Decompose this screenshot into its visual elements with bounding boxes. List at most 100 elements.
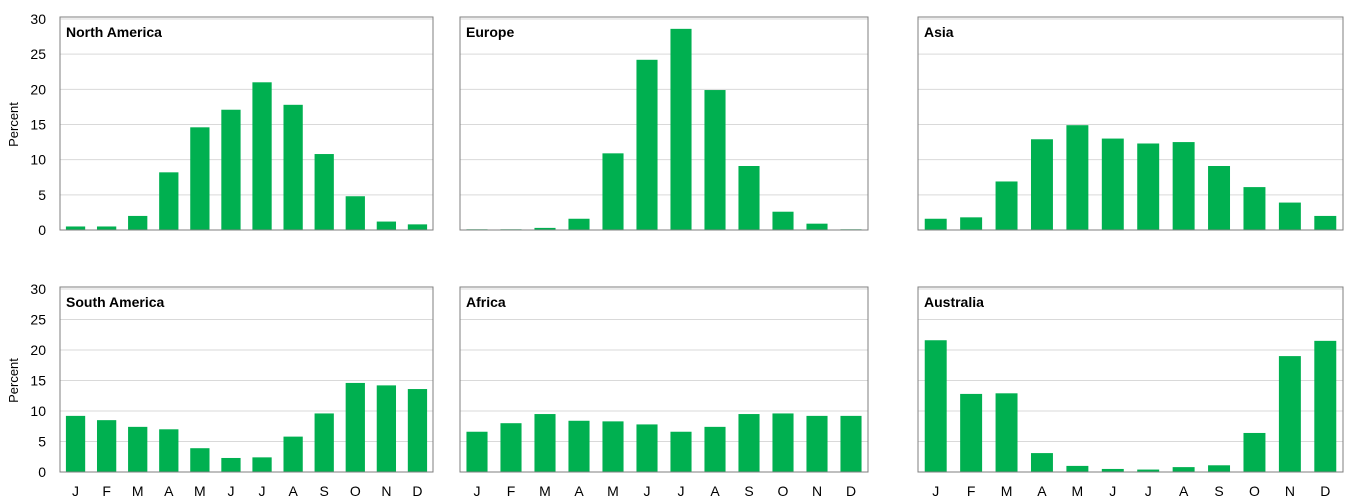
- bar: [772, 413, 794, 472]
- x-tick-label: O: [1249, 483, 1260, 499]
- bar: [221, 109, 241, 230]
- panel-frame: [459, 286, 869, 473]
- panel-asia: Asia: [917, 16, 1344, 231]
- x-tick-label: M: [1072, 483, 1084, 499]
- panel-title: Africa: [466, 294, 506, 310]
- bar: [738, 414, 760, 472]
- bar: [252, 457, 272, 472]
- x-tick-label: D: [412, 483, 422, 499]
- x-tick-label: O: [778, 483, 789, 499]
- x-tick-label: J: [678, 483, 685, 499]
- bar: [636, 59, 658, 230]
- bar: [1243, 187, 1266, 230]
- bar: [96, 420, 117, 472]
- bar: [704, 90, 726, 230]
- bar: [65, 415, 86, 472]
- x-tick-label: A: [1037, 483, 1047, 499]
- bar: [1208, 465, 1231, 472]
- x-tick-label: M: [194, 483, 206, 499]
- bar: [738, 166, 760, 230]
- panel-title: South America: [66, 294, 164, 310]
- panel-australia: Australia J F M A M J J A S O N D: [917, 286, 1344, 499]
- bar: [995, 393, 1018, 472]
- x-tick-label: A: [164, 483, 174, 499]
- bar: [924, 340, 947, 472]
- bar: [190, 448, 210, 472]
- bar: [1314, 215, 1337, 230]
- panel-north-america: North America 0 5 10 15 20 25 30 Percent: [6, 11, 434, 238]
- panel-frame: [59, 286, 434, 473]
- panel-frame: [917, 16, 1344, 231]
- x-tick-label: N: [1285, 483, 1295, 499]
- x-tick-label: J: [72, 483, 79, 499]
- x-tick-label: J: [644, 483, 651, 499]
- y-tick-label: 5: [38, 187, 46, 203]
- bar: [1278, 202, 1301, 230]
- x-tick-label: S: [744, 483, 753, 499]
- bar: [806, 415, 828, 472]
- bar: [568, 420, 590, 472]
- bar: [1066, 465, 1089, 472]
- x-tick-label: M: [132, 483, 144, 499]
- bar: [314, 413, 334, 472]
- bar: [960, 393, 983, 472]
- panel-frame: [459, 16, 869, 231]
- y-tick-label: 5: [38, 434, 46, 450]
- panel-south-america: South America 0 5 10 15 20 25 30 Percent J F M A M J J A…: [6, 281, 434, 499]
- y-tick-label: 0: [38, 464, 46, 480]
- x-tick-label: A: [1179, 483, 1189, 499]
- bar: [1137, 469, 1160, 472]
- bar: [602, 153, 624, 230]
- bar: [960, 217, 983, 230]
- x-tick-label: M: [539, 483, 551, 499]
- x-tick-label: N: [381, 483, 391, 499]
- bar: [65, 226, 86, 230]
- bar: [221, 457, 241, 472]
- bar: [96, 226, 117, 230]
- x-tick-label: A: [288, 483, 298, 499]
- bar: [772, 211, 794, 230]
- y-axis-label: Percent: [6, 102, 21, 147]
- panel-frame: [59, 16, 434, 231]
- bar: [466, 431, 488, 472]
- bar: [670, 431, 692, 472]
- bar: [407, 224, 428, 230]
- y-tick-label: 25: [30, 46, 46, 62]
- y-tick-label: 20: [30, 342, 46, 358]
- y-axis-label: Percent: [6, 358, 21, 403]
- x-tick-label: A: [710, 483, 720, 499]
- bar: [534, 227, 556, 230]
- bar: [1101, 468, 1124, 472]
- x-tick-label: D: [1320, 483, 1330, 499]
- y-tick-label: 15: [30, 117, 46, 133]
- bar: [159, 429, 179, 472]
- x-tick-label: S: [320, 483, 329, 499]
- bar: [636, 424, 658, 472]
- x-tick-label: J: [259, 483, 266, 499]
- x-tick-label: J: [474, 483, 481, 499]
- bar: [1066, 125, 1089, 230]
- y-tick-label: 20: [30, 81, 46, 97]
- x-tick-label: F: [967, 483, 976, 499]
- panel-title: Europe: [466, 24, 514, 40]
- x-tick-label: N: [812, 483, 822, 499]
- y-tick-label: 30: [30, 11, 46, 27]
- panel-title: North America: [66, 24, 162, 40]
- y-tick-label: 25: [30, 312, 46, 328]
- panel-africa: Africa J F M A M J J A S O N D: [459, 286, 869, 499]
- y-tick-label: 10: [30, 403, 46, 419]
- bar: [806, 223, 828, 230]
- bar: [190, 127, 210, 230]
- bar: [704, 426, 726, 472]
- x-tick-label: F: [102, 483, 111, 499]
- bar: [1278, 356, 1301, 472]
- panel-title: Australia: [924, 294, 984, 310]
- bar: [568, 218, 590, 230]
- x-tick-label: O: [350, 483, 361, 499]
- bar: [128, 215, 148, 230]
- panel-europe: Europe: [459, 16, 869, 231]
- x-tick-label: S: [1214, 483, 1223, 499]
- bar: [1137, 143, 1160, 230]
- y-tick-label: 15: [30, 373, 46, 389]
- x-tick-label: A: [574, 483, 584, 499]
